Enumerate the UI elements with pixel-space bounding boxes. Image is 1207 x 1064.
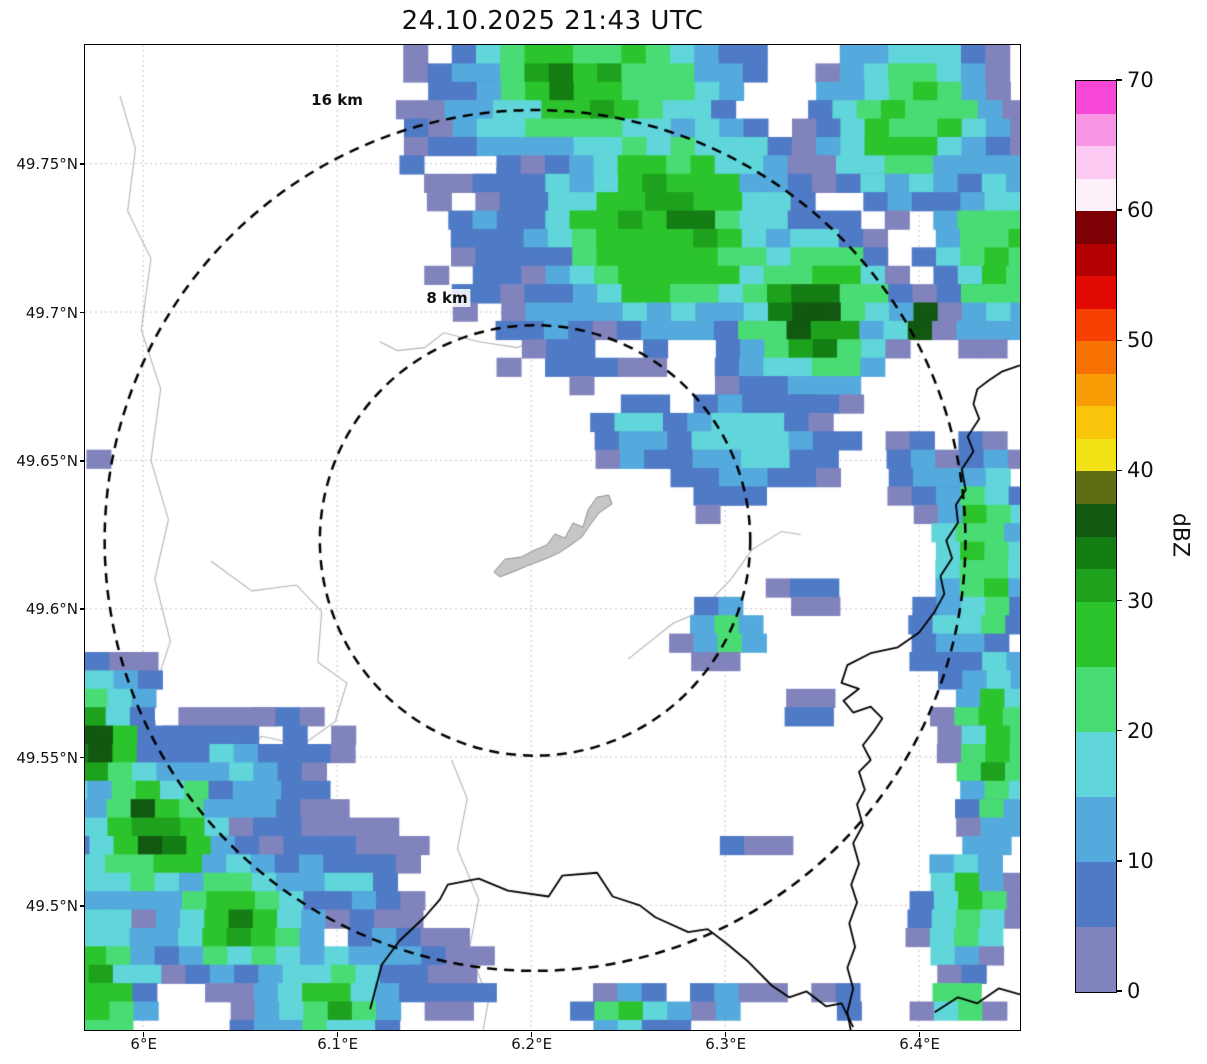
colorbar-segment (1076, 80, 1116, 114)
colorbar-tick-mark (1116, 209, 1122, 211)
colorbar-tick-label: 20 (1127, 718, 1154, 743)
colorbar-segment (1076, 438, 1116, 472)
colorbar-segment (1076, 601, 1116, 667)
x-tick-mark (918, 1032, 921, 1037)
colorbar-segment (1076, 210, 1116, 244)
colorbar-tick-mark (1116, 729, 1122, 732)
y-tick-mark (80, 460, 85, 462)
x-tick-mark (530, 1032, 533, 1037)
y-tick-mark (80, 756, 85, 759)
colorbar-segment (1076, 145, 1116, 179)
colorbar-segment (1076, 731, 1116, 797)
colorbar-segment (1076, 470, 1116, 504)
map-plot-area: 8 km 16 km (84, 44, 1021, 1031)
y-tick-label: 49.6°N (25, 600, 78, 619)
colorbar-tick-mark (1116, 79, 1122, 81)
x-tick-label: 6.4°E (899, 1035, 941, 1053)
x-tick-label: 6.3°E (705, 1035, 747, 1053)
colorbar-segment (1076, 373, 1116, 407)
colorbar-tick-mark (1116, 339, 1122, 342)
colorbar-axis-label: dBZ (1167, 512, 1193, 558)
y-tick-label: 49.65°N (16, 451, 78, 470)
range-ring-label-16km: 16 km (308, 91, 366, 110)
colorbar-segment (1076, 178, 1116, 212)
colorbar-tick-mark (1116, 990, 1122, 992)
colorbar-segment (1076, 503, 1116, 537)
y-tick-mark (80, 163, 85, 165)
colorbar-tick-label: 70 (1127, 68, 1154, 92)
y-tick-label: 49.75°N (16, 155, 78, 174)
x-tick-mark (336, 1032, 339, 1037)
x-tick-label: 6°E (130, 1035, 157, 1053)
x-tick-mark (142, 1032, 145, 1037)
colorbar-segment (1076, 243, 1116, 277)
colorbar-segment (1076, 568, 1116, 602)
y-tick-label: 49.5°N (25, 896, 78, 915)
range-ring-label-8km: 8 km (423, 289, 471, 308)
x-tick-label: 6.2°E (511, 1035, 553, 1053)
colorbar-tick-mark (1116, 599, 1122, 602)
x-tick-mark (724, 1032, 727, 1037)
colorbar-segment (1076, 536, 1116, 570)
colorbar-tick-label: 40 (1127, 458, 1154, 483)
y-tick-mark (80, 608, 85, 610)
colorbar-tick-label: 10 (1127, 848, 1154, 873)
colorbar-tick-mark (1116, 860, 1122, 862)
colorbar (1075, 80, 1117, 993)
y-tick-mark (80, 311, 85, 314)
colorbar-tick-mark (1116, 469, 1122, 472)
colorbar-segment (1076, 796, 1116, 862)
colorbar-segment (1076, 308, 1116, 342)
colorbar-segment (1076, 861, 1116, 927)
colorbar-tick-label: 50 (1127, 328, 1154, 353)
colorbar-tick-label: 30 (1127, 588, 1154, 613)
y-tick-label: 49.55°N (16, 748, 78, 767)
colorbar-tick-label: 60 (1127, 198, 1154, 223)
colorbar-segment (1076, 666, 1116, 732)
colorbar-segment (1076, 275, 1116, 309)
y-tick-mark (80, 905, 85, 907)
colorbar-tick-label: 0 (1127, 979, 1141, 1003)
y-tick-label: 49.7°N (25, 303, 78, 322)
radar-map-canvas (85, 45, 1020, 1030)
colorbar-segment (1076, 340, 1116, 374)
colorbar-segment (1076, 113, 1116, 147)
x-tick-label: 6.1°E (317, 1035, 359, 1053)
plot-title: 24.10.2025 21:43 UTC (401, 6, 704, 36)
colorbar-segment (1076, 926, 1116, 992)
colorbar-segment (1076, 405, 1116, 439)
